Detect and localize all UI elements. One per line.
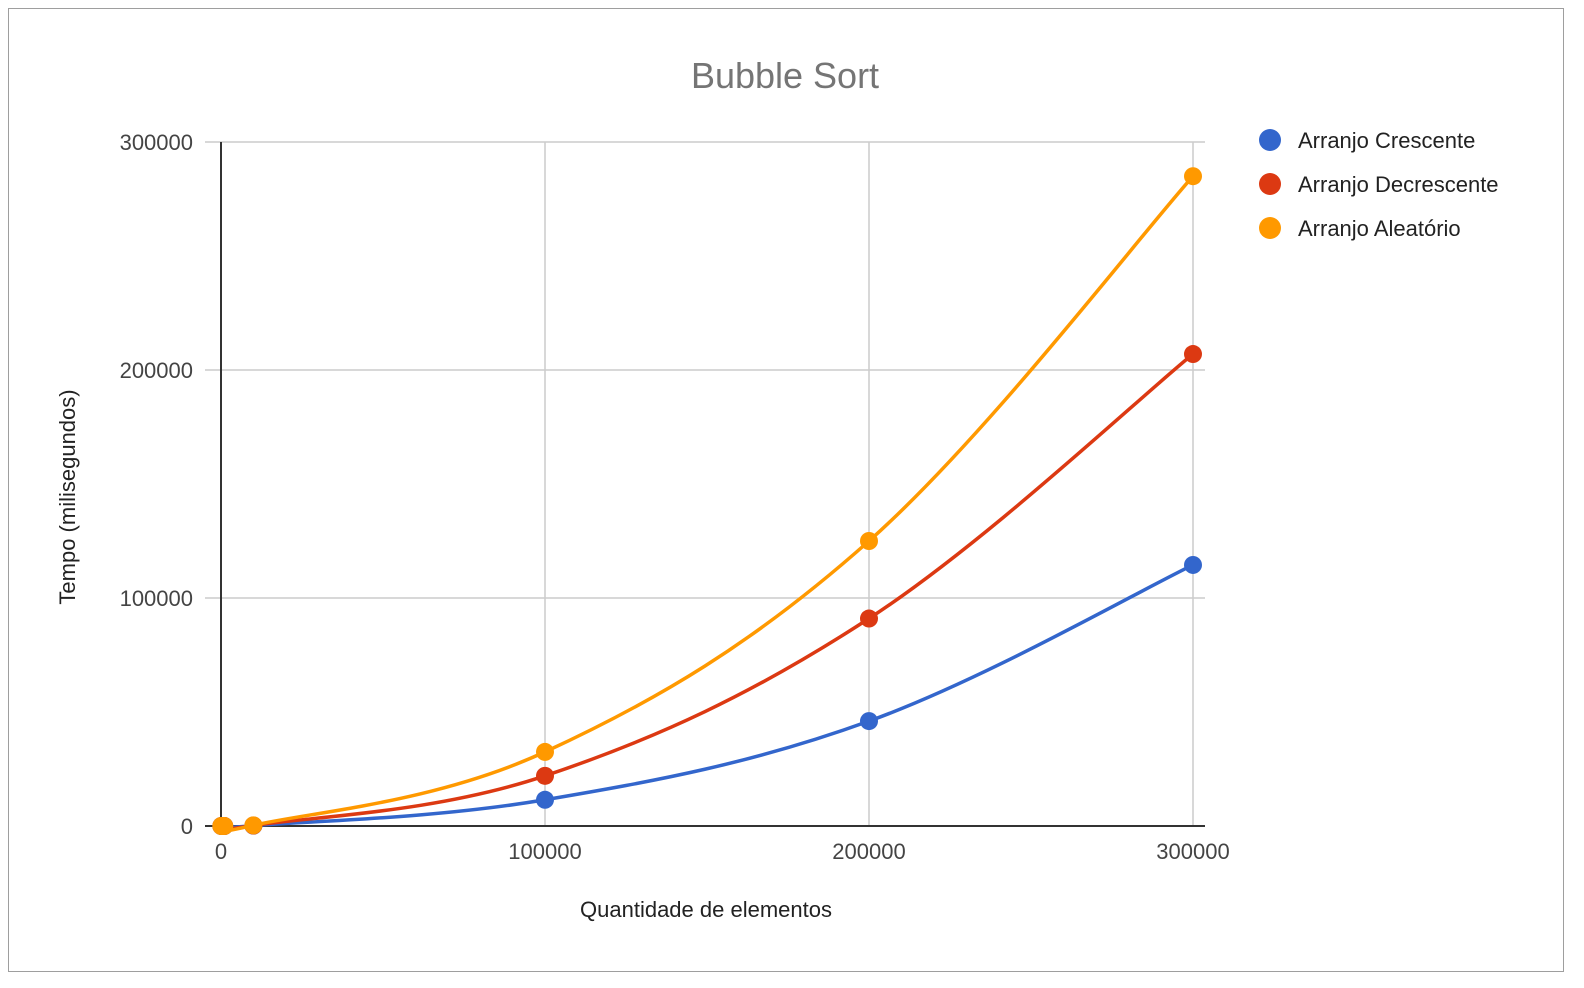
legend-item: Arranjo Crescente xyxy=(1259,128,1475,153)
legend-marker xyxy=(1259,217,1281,239)
x-axis-title: Quantidade de elementos xyxy=(580,897,832,922)
x-tick-label: 200000 xyxy=(832,839,905,864)
series xyxy=(212,167,1202,835)
legend-label: Arranjo Decrescente xyxy=(1298,172,1499,197)
data-point xyxy=(215,817,234,835)
x-tick-label: 300000 xyxy=(1156,839,1229,864)
chart-title: Bubble Sort xyxy=(691,55,879,96)
y-axis-title: Tempo (milisegundos) xyxy=(55,389,80,604)
data-point xyxy=(536,790,554,809)
x-tick-label: 100000 xyxy=(508,839,581,864)
series-line xyxy=(217,563,1194,830)
data-point xyxy=(860,712,878,731)
y-tick-label: 300000 xyxy=(120,130,193,155)
legend-marker xyxy=(1259,129,1281,151)
legend-item: Arranjo Decrescente xyxy=(1259,172,1499,197)
data-point xyxy=(536,742,554,761)
legend: Arranjo Crescente Arranjo Decrescente Arra… xyxy=(1259,128,1499,241)
series-line xyxy=(217,352,1195,832)
y-tick-label: 100000 xyxy=(120,586,193,611)
legend-marker xyxy=(1259,173,1281,195)
data-point xyxy=(860,609,878,628)
data-point xyxy=(860,532,878,550)
axes xyxy=(205,142,1205,827)
x-tick-label: 0 xyxy=(215,839,227,864)
legend-label: Arranjo Aleatório xyxy=(1298,216,1461,241)
data-point xyxy=(536,766,554,785)
series-line xyxy=(217,175,1195,834)
data-point xyxy=(244,816,263,835)
data-point xyxy=(1184,167,1202,186)
data-point xyxy=(1184,345,1202,364)
y-tick-label: 0 xyxy=(181,814,193,839)
legend-item: Arranjo Aleatório xyxy=(1259,216,1461,241)
grid xyxy=(205,141,1205,826)
legend-label: Arranjo Crescente xyxy=(1298,128,1475,153)
data-point xyxy=(1184,555,1202,574)
series-2 xyxy=(212,345,1202,835)
series-3 xyxy=(212,167,1202,835)
y-tick-label: 200000 xyxy=(120,358,193,383)
chart-frame xyxy=(8,8,1564,972)
tick-labels: 0 100000 200000 300000 0 100000 200000 300000 xyxy=(120,130,1230,864)
